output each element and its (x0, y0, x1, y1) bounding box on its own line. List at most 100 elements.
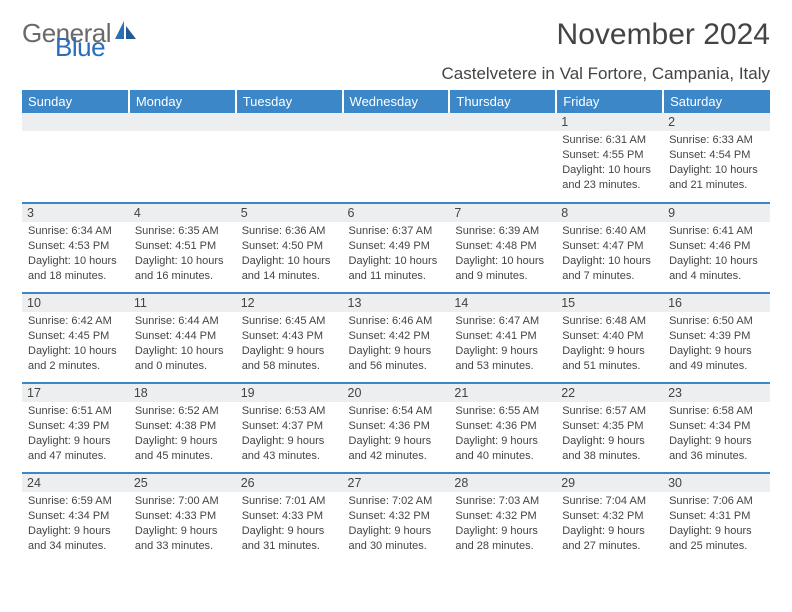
weekday-header: Tuesday (236, 90, 343, 113)
empty-daynum (449, 113, 556, 131)
day-details: Sunrise: 6:47 AMSunset: 4:41 PMDaylight:… (455, 314, 550, 373)
day-details: Sunrise: 7:01 AMSunset: 4:33 PMDaylight:… (242, 494, 337, 553)
day-number: 26 (236, 474, 343, 492)
day-number: 8 (556, 204, 663, 222)
day-details: Sunrise: 7:06 AMSunset: 4:31 PMDaylight:… (669, 494, 764, 553)
calendar-day-cell: 18Sunrise: 6:52 AMSunset: 4:38 PMDayligh… (129, 383, 236, 473)
day-details: Sunrise: 6:33 AMSunset: 4:54 PMDaylight:… (669, 133, 764, 192)
brand-logo: General Blue (22, 18, 191, 49)
day-number: 27 (343, 474, 450, 492)
weekday-header: Saturday (663, 90, 770, 113)
calendar-day-cell: 7 Sunrise: 6:39 AMSunset: 4:48 PMDaylight… (449, 203, 556, 293)
calendar-day-cell: 24 Sunrise: 6:59 AMSunset: 4:34 PMDayligh… (22, 473, 129, 563)
header: General Blue November 2024 Castelvetere … (22, 18, 770, 84)
day-number: 20 (343, 384, 450, 402)
day-details: Sunrise: 6:59 AMSunset: 4:34 PMDaylight:… (28, 494, 123, 553)
calendar-day-cell: 17 Sunrise: 6:51 AMSunset: 4:39 PMDayligh… (22, 383, 129, 473)
day-details: Sunrise: 6:31 AMSunset: 4:55 PMDaylight:… (562, 133, 657, 192)
day-number: 16 (663, 294, 770, 312)
day-details: Sunrise: 6:37 AMSunset: 4:49 PMDaylight:… (349, 224, 444, 283)
day-number: 12 (236, 294, 343, 312)
day-details: Sunrise: 6:51 AMSunset: 4:39 PMDaylight:… (28, 404, 123, 463)
day-number: 24 (22, 474, 129, 492)
empty-daynum (343, 113, 450, 131)
weekday-header: Sunday (22, 90, 129, 113)
day-details: Sunrise: 6:50 AMSunset: 4:39 PMDaylight:… (669, 314, 764, 373)
day-details: Sunrise: 6:36 AMSunset: 4:50 PMDaylight:… (242, 224, 337, 283)
day-details: Sunrise: 6:55 AMSunset: 4:36 PMDaylight:… (455, 404, 550, 463)
title-block: November 2024 Castelvetere in Val Fortor… (442, 18, 771, 84)
calendar-table: Sunday Monday Tuesday Wednesday Thursday… (22, 90, 770, 563)
calendar-day-cell: 4Sunrise: 6:35 AMSunset: 4:51 PMDaylight… (129, 203, 236, 293)
calendar-week-row: 1 Sunrise: 6:31 AMSunset: 4:55 PMDaylight… (22, 113, 770, 203)
calendar-body: 1 Sunrise: 6:31 AMSunset: 4:55 PMDaylight… (22, 113, 770, 563)
day-number: 18 (129, 384, 236, 402)
day-number: 21 (449, 384, 556, 402)
calendar-week-row: 17 Sunrise: 6:51 AMSunset: 4:39 PMDayligh… (22, 383, 770, 473)
calendar-day-cell: 5Sunrise: 6:36 AMSunset: 4:50 PMDaylight… (236, 203, 343, 293)
calendar-day-cell: 2 Sunrise: 6:33 AMSunset: 4:54 PMDaylight… (663, 113, 770, 203)
day-details: Sunrise: 6:54 AMSunset: 4:36 PMDaylight:… (349, 404, 444, 463)
calendar-day-cell (343, 113, 450, 203)
calendar-day-cell: 27 Sunrise: 7:02 AMSunset: 4:32 PMDayligh… (343, 473, 450, 563)
day-number: 19 (236, 384, 343, 402)
day-details: Sunrise: 6:40 AMSunset: 4:47 PMDaylight:… (562, 224, 657, 283)
calendar-day-cell: 28 Sunrise: 7:03 AMSunset: 4:32 PMDayligh… (449, 473, 556, 563)
month-title: November 2024 (442, 18, 771, 52)
day-details: Sunrise: 7:02 AMSunset: 4:32 PMDaylight:… (349, 494, 444, 553)
calendar-day-cell: 6 Sunrise: 6:37 AMSunset: 4:49 PMDaylight… (343, 203, 450, 293)
calendar-day-cell: 3Sunrise: 6:34 AMSunset: 4:53 PMDaylight… (22, 203, 129, 293)
empty-daynum (236, 113, 343, 131)
day-number: 7 (449, 204, 556, 222)
calendar-week-row: 24 Sunrise: 6:59 AMSunset: 4:34 PMDayligh… (22, 473, 770, 563)
calendar-week-row: 10 Sunrise: 6:42 AMSunset: 4:45 PMDayligh… (22, 293, 770, 383)
day-number: 28 (449, 474, 556, 492)
location-subtitle: Castelvetere in Val Fortore, Campania, I… (442, 64, 771, 84)
day-details: Sunrise: 6:46 AMSunset: 4:42 PMDaylight:… (349, 314, 444, 373)
day-details: Sunrise: 6:39 AMSunset: 4:48 PMDaylight:… (455, 224, 550, 283)
day-number: 1 (556, 113, 663, 131)
day-details: Sunrise: 6:53 AMSunset: 4:37 PMDaylight:… (242, 404, 337, 463)
calendar-day-cell: 16 Sunrise: 6:50 AMSunset: 4:39 PMDayligh… (663, 293, 770, 383)
calendar-day-cell (129, 113, 236, 203)
weekday-header-row: Sunday Monday Tuesday Wednesday Thursday… (22, 90, 770, 113)
weekday-header: Friday (556, 90, 663, 113)
day-details: Sunrise: 6:44 AMSunset: 4:44 PMDaylight:… (135, 314, 230, 373)
day-number: 15 (556, 294, 663, 312)
day-number: 13 (343, 294, 450, 312)
day-number: 2 (663, 113, 770, 131)
day-number: 6 (343, 204, 450, 222)
calendar-day-cell: 11Sunrise: 6:44 AMSunset: 4:44 PMDayligh… (129, 293, 236, 383)
weekday-header: Monday (129, 90, 236, 113)
day-details: Sunrise: 6:35 AMSunset: 4:51 PMDaylight:… (135, 224, 230, 283)
day-number: 17 (22, 384, 129, 402)
day-number: 23 (663, 384, 770, 402)
day-number: 9 (663, 204, 770, 222)
calendar-day-cell (22, 113, 129, 203)
calendar-day-cell (449, 113, 556, 203)
calendar-day-cell: 29Sunrise: 7:04 AMSunset: 4:32 PMDayligh… (556, 473, 663, 563)
day-details: Sunrise: 6:41 AMSunset: 4:46 PMDaylight:… (669, 224, 764, 283)
calendar-day-cell: 30 Sunrise: 7:06 AMSunset: 4:31 PMDayligh… (663, 473, 770, 563)
day-number: 3 (22, 204, 129, 222)
day-details: Sunrise: 6:58 AMSunset: 4:34 PMDaylight:… (669, 404, 764, 463)
day-details: Sunrise: 6:48 AMSunset: 4:40 PMDaylight:… (562, 314, 657, 373)
calendar-day-cell: 23 Sunrise: 6:58 AMSunset: 4:34 PMDayligh… (663, 383, 770, 473)
calendar-day-cell: 20 Sunrise: 6:54 AMSunset: 4:36 PMDayligh… (343, 383, 450, 473)
day-number: 14 (449, 294, 556, 312)
calendar-day-cell: 1 Sunrise: 6:31 AMSunset: 4:55 PMDaylight… (556, 113, 663, 203)
calendar-day-cell: 21 Sunrise: 6:55 AMSunset: 4:36 PMDayligh… (449, 383, 556, 473)
calendar-day-cell: 9 Sunrise: 6:41 AMSunset: 4:46 PMDaylight… (663, 203, 770, 293)
day-details: Sunrise: 7:03 AMSunset: 4:32 PMDaylight:… (455, 494, 550, 553)
calendar-day-cell (236, 113, 343, 203)
calendar-day-cell: 12Sunrise: 6:45 AMSunset: 4:43 PMDayligh… (236, 293, 343, 383)
calendar-day-cell: 8 Sunrise: 6:40 AMSunset: 4:47 PMDaylight… (556, 203, 663, 293)
calendar-day-cell: 25Sunrise: 7:00 AMSunset: 4:33 PMDayligh… (129, 473, 236, 563)
day-number: 30 (663, 474, 770, 492)
day-number: 10 (22, 294, 129, 312)
calendar-day-cell: 14 Sunrise: 6:47 AMSunset: 4:41 PMDayligh… (449, 293, 556, 383)
day-details: Sunrise: 6:42 AMSunset: 4:45 PMDaylight:… (28, 314, 123, 373)
weekday-header: Thursday (449, 90, 556, 113)
calendar-day-cell: 13 Sunrise: 6:46 AMSunset: 4:42 PMDayligh… (343, 293, 450, 383)
calendar-day-cell: 26 Sunrise: 7:01 AMSunset: 4:33 PMDayligh… (236, 473, 343, 563)
